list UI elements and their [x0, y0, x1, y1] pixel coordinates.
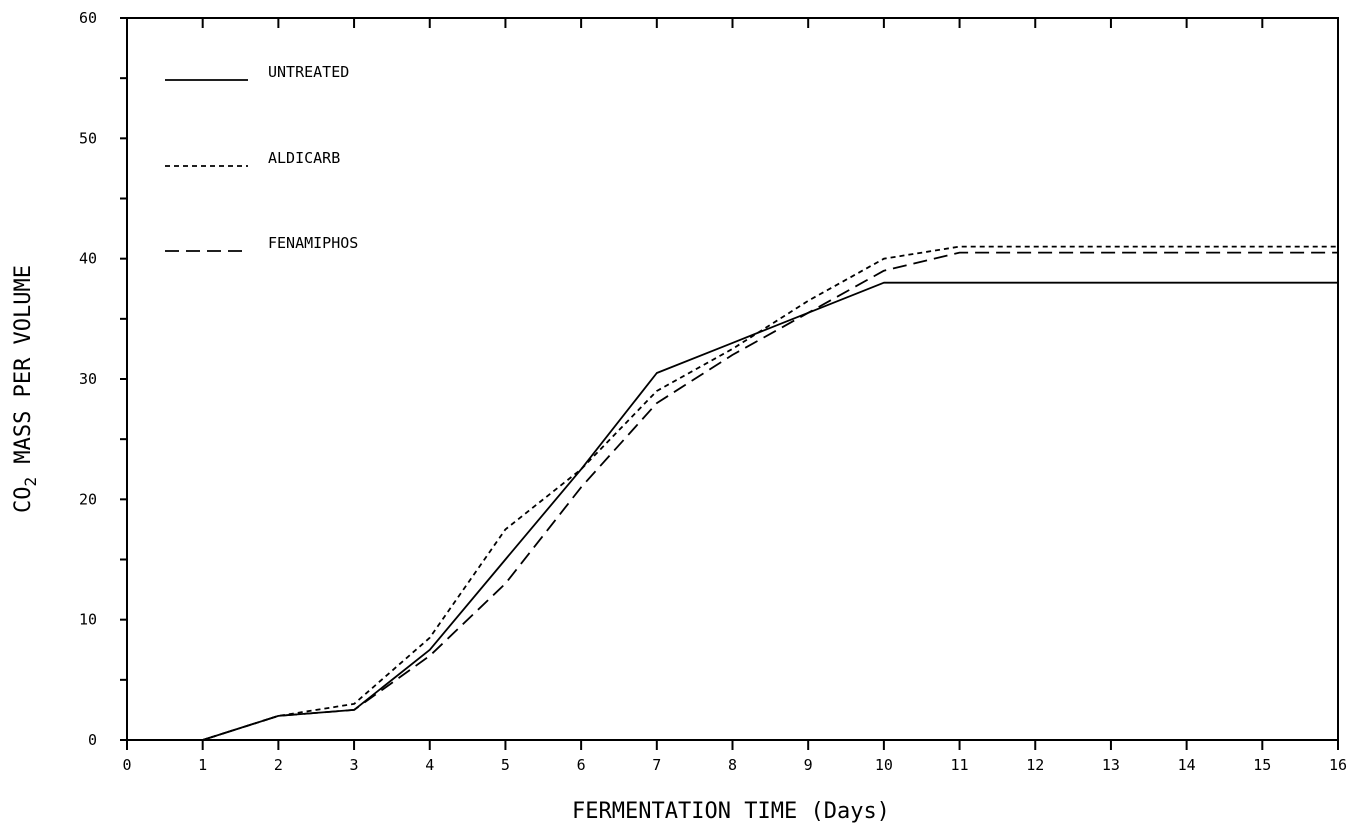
- y-tick-label: 60: [79, 9, 97, 27]
- plot-border: [126, 17, 1339, 741]
- y-tick-label: 40: [79, 250, 97, 268]
- x-tick-label: 9: [804, 756, 813, 774]
- legend-label-aldicarb: ALDICARB: [268, 149, 340, 167]
- x-tick-label: 11: [951, 756, 969, 774]
- x-tick-label: 15: [1253, 756, 1271, 774]
- y-axis-title-main: CO: [11, 487, 36, 514]
- x-tick-label: 10: [875, 756, 893, 774]
- x-tick-label: 5: [501, 756, 510, 774]
- x-tick-label: 8: [728, 756, 737, 774]
- x-tick-label: 6: [577, 756, 586, 774]
- y-tick-label: 30: [79, 370, 97, 388]
- y-tick-label: 10: [79, 611, 97, 629]
- x-tick-label: 13: [1102, 756, 1120, 774]
- legend-label-untreated: UNTREATED: [268, 63, 349, 81]
- y-tick-label: 50: [79, 129, 97, 147]
- x-tick-label: 1: [198, 756, 207, 774]
- x-tick-label: 7: [652, 756, 661, 774]
- series-line-untreated: [202, 281, 1338, 741]
- y-axis-title-subscript: 2: [21, 477, 40, 487]
- plot-frame: [126, 17, 1339, 741]
- x-tick-label: 4: [425, 756, 434, 774]
- x-tick-label: 3: [350, 756, 359, 774]
- legend: UNTREATED ALDICARB FENAMIPHOS: [165, 63, 358, 252]
- y-axis: 0 10 20 30 40 50 60: [79, 9, 127, 749]
- legend-label-fenamiphos: FENAMIPHOS: [268, 234, 358, 252]
- x-tick-label: 16: [1329, 756, 1347, 774]
- series-line-fenamiphos: [202, 251, 1338, 741]
- x-tick-label: 14: [1178, 756, 1196, 774]
- series-layer: [202, 245, 1338, 741]
- series-line-aldicarb: [202, 245, 1338, 741]
- y-tick-label: 20: [79, 490, 97, 508]
- x-tick-label: 0: [122, 756, 131, 774]
- x-axis: 0 1 2 3 4 5 6 7 8 9 10 11 12 13 14 15 16: [122, 18, 1347, 774]
- x-tick-label: 2: [274, 756, 283, 774]
- x-tick-label: 12: [1026, 756, 1044, 774]
- x-axis-title: FERMENTATION TIME (Days): [572, 799, 890, 824]
- y-axis-title-rest: MASS PER VOLUME: [11, 265, 36, 477]
- y-axis-title: CO2 MASS PER VOLUME: [11, 265, 40, 513]
- y-tick-label: 0: [88, 731, 97, 749]
